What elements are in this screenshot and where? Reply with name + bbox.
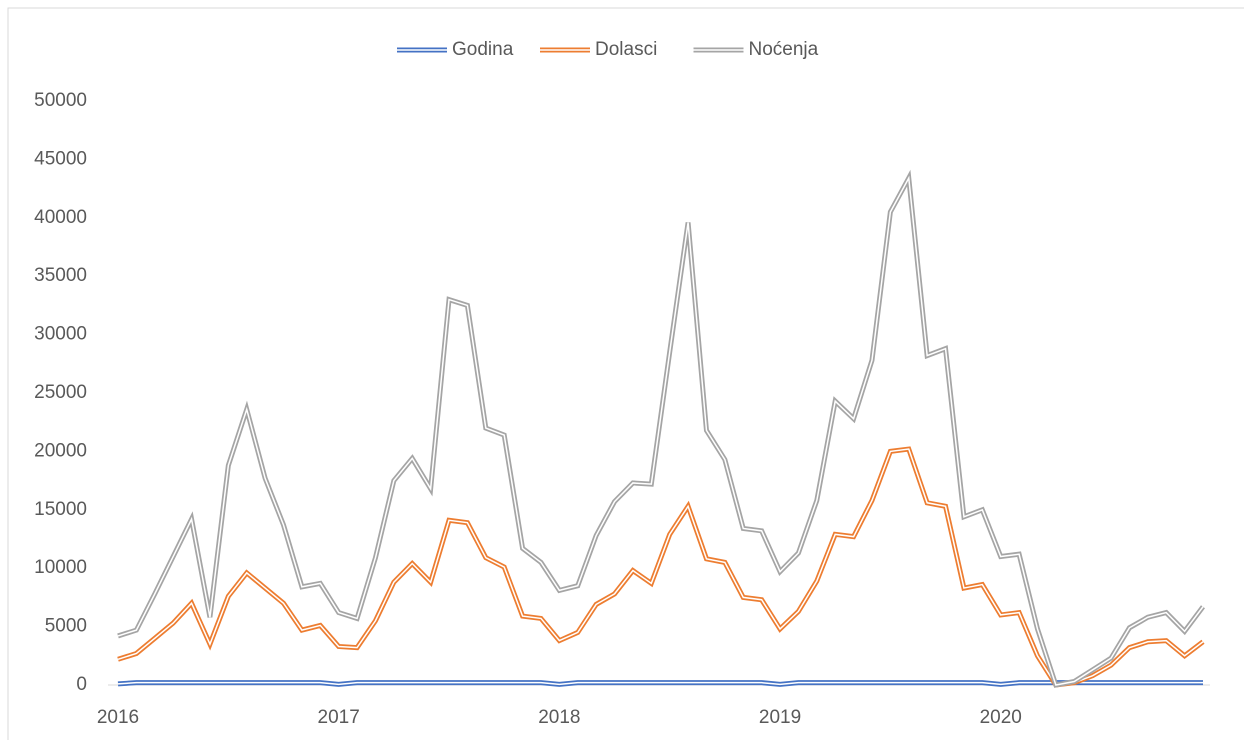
y-tick-label: 0 — [76, 674, 87, 695]
legend-label: Dolasci — [595, 39, 657, 60]
legend-label: Godina — [452, 39, 514, 60]
y-tick-label: 5000 — [45, 616, 87, 637]
x-tick-label: 2017 — [318, 707, 360, 728]
y-tick-label: 50000 — [34, 90, 87, 111]
x-tick-label: 2020 — [980, 707, 1022, 728]
x-tick-label: 2018 — [538, 707, 580, 728]
series-line-inner — [117, 681, 1203, 686]
x-tick-label: 2016 — [97, 707, 139, 728]
y-tick-label: 35000 — [34, 265, 87, 286]
y-tick-label: 40000 — [34, 207, 87, 228]
y-tick-label: 10000 — [34, 557, 87, 578]
y-tick-label: 30000 — [34, 324, 87, 345]
legend-label: Noćenja — [749, 39, 819, 60]
y-tick-label: 45000 — [34, 148, 87, 169]
chart-border — [7, 7, 1244, 740]
y-tick-label: 25000 — [34, 382, 87, 403]
x-tick-label: 2019 — [759, 707, 801, 728]
series-line-inner — [117, 448, 1204, 686]
y-tick-label: 15000 — [34, 499, 87, 520]
y-tick-label: 20000 — [34, 440, 87, 461]
series-line-inner — [117, 175, 1204, 686]
